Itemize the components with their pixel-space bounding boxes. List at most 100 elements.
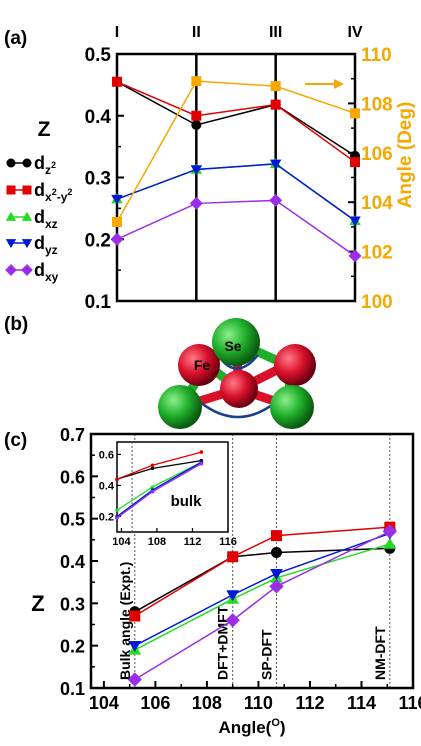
x-tick-label: 110 — [244, 693, 273, 713]
legend-label-1: dx2-y2 — [34, 180, 72, 204]
data-point-1-2 — [270, 530, 282, 542]
category-label: III — [269, 24, 282, 41]
legend-label-sub: x — [45, 190, 52, 204]
reference-label: DFT+DMFT — [215, 605, 231, 680]
legend-marker-b-2 — [21, 211, 33, 221]
data-point-3-2 — [269, 159, 282, 170]
legend-marker-b-0 — [22, 158, 32, 168]
fe-atom — [220, 370, 258, 408]
y-tick-label: 0.3 — [60, 594, 85, 614]
inset-point-4-2 — [199, 461, 204, 466]
data-point-1-0 — [129, 610, 141, 622]
series-line-5 — [116, 80, 356, 223]
inset-point-0-1 — [150, 466, 155, 471]
reference-label: Bulk angle (Expt.) — [117, 562, 133, 680]
series-line-4 — [134, 530, 391, 681]
panel-c: (c) 0.1 0.2 0.3 0.4 0.5 0.6 0.7 104 106 108 110 112 1… — [4, 425, 421, 737]
y-tick-label: 0.4 — [60, 552, 85, 572]
inset-x-tick-label: 108 — [148, 536, 166, 548]
x-axis-label-end: ) — [280, 718, 286, 737]
legend-label-base: d — [34, 153, 45, 173]
y-tick-label: 0.1 — [85, 292, 112, 313]
series-line-0 — [116, 81, 356, 157]
inset-y-tick-label: 0.4 — [99, 480, 115, 492]
inset-x-tick-label: 104 — [112, 536, 131, 548]
legend-marker-a-4 — [5, 264, 17, 276]
legend-label-sub: xy — [45, 270, 59, 284]
legend-label-sub2: -y — [57, 190, 68, 204]
series-line-4 — [116, 199, 356, 257]
data-point-5-1 — [191, 76, 202, 87]
y2-tick-label: 108 — [361, 94, 393, 115]
reference-label: SP-DFT — [258, 629, 274, 680]
x-tick-label: 114 — [347, 693, 376, 713]
fe-atom — [178, 344, 220, 386]
panel-b-label: (b) — [4, 314, 28, 335]
legend-label-sub: yz — [45, 243, 58, 257]
data-point-3-3 — [349, 216, 361, 227]
angle-arc-lower — [199, 401, 277, 419]
panel-b: (b) Se Fe — [4, 314, 316, 429]
y2-tick-label: 106 — [361, 144, 393, 165]
inset-point-4-0 — [115, 516, 119, 520]
data-point-1-0 — [112, 76, 122, 87]
legend-label-4: dxy — [34, 260, 59, 284]
se-atom — [270, 385, 314, 429]
legend-label-3: dyz — [34, 233, 58, 257]
se-atom — [158, 385, 202, 429]
inset-point-1-1 — [150, 463, 155, 468]
data-point-3-0 — [111, 194, 123, 205]
series-line-2 — [134, 543, 391, 651]
y-tick-label: 0.1 — [60, 679, 85, 699]
data-point-5-3 — [350, 108, 360, 119]
legend-label-base: d — [34, 233, 45, 253]
data-point-5-2 — [270, 81, 281, 92]
se-label: Se — [224, 338, 241, 354]
legend-marker-a-3 — [5, 239, 17, 249]
data-point-4-2 — [269, 193, 283, 207]
reference-label: NM-DFT — [372, 626, 388, 680]
legend-label-0: dz2 — [34, 153, 56, 177]
plot-frame — [115, 52, 357, 303]
data-point-3-2 — [270, 569, 283, 581]
data-point-1-1 — [227, 551, 239, 563]
legend-label-sub: z — [45, 163, 51, 177]
inset-point-1-0 — [115, 477, 119, 482]
legend-marker-a-1 — [6, 185, 16, 195]
fe-label: Fe — [194, 357, 211, 373]
legend-label-sub: xz — [45, 217, 58, 231]
y-tick-label: 0.3 — [85, 169, 111, 190]
panel-a-label: (a) — [4, 28, 27, 49]
series-line-0 — [134, 547, 390, 613]
inset-x-tick-label: 116 — [219, 536, 237, 548]
inset-x-tick-label: 112 — [184, 536, 202, 548]
x-tick-label: 116 — [398, 693, 421, 713]
x-tick-label: 106 — [140, 693, 170, 713]
legend-label-sup: 2 — [51, 160, 56, 170]
data-point-1-3 — [350, 157, 360, 168]
inset-y-tick-label: 0.2 — [99, 511, 114, 523]
inset-frame — [116, 441, 229, 533]
data-point-4-3 — [382, 524, 397, 539]
inset-y-tick-label: 0.6 — [99, 449, 114, 461]
legend-label-base: d — [34, 260, 45, 280]
panel-a: (a) I II III IV0.10.20.30.40.510010210410610… — [4, 24, 416, 313]
inset-point-2-1 — [150, 485, 155, 489]
data-point-4-3 — [348, 249, 362, 263]
y-tick-label: 0.4 — [85, 107, 112, 128]
x-tick-label: 104 — [89, 693, 119, 713]
legend-label-2: dxz — [34, 207, 58, 231]
inset-point-4-1 — [150, 489, 155, 494]
legend-marker-b-4 — [21, 264, 33, 276]
legend-label-base: d — [34, 180, 45, 200]
data-point-3-1 — [226, 590, 240, 602]
data-point-5-0 — [112, 216, 122, 227]
y-tick-label: 0.5 — [85, 45, 112, 66]
y2-axis-label: Angle (Deg) — [395, 102, 416, 209]
data-point-0-2 — [270, 547, 282, 559]
y2-tick-label: 100 — [361, 292, 393, 313]
x-axis-label-main: Angle( — [218, 718, 271, 737]
series-line-1 — [116, 81, 356, 163]
data-point-4-1 — [225, 613, 240, 628]
y-axis-label: Z — [31, 591, 44, 616]
